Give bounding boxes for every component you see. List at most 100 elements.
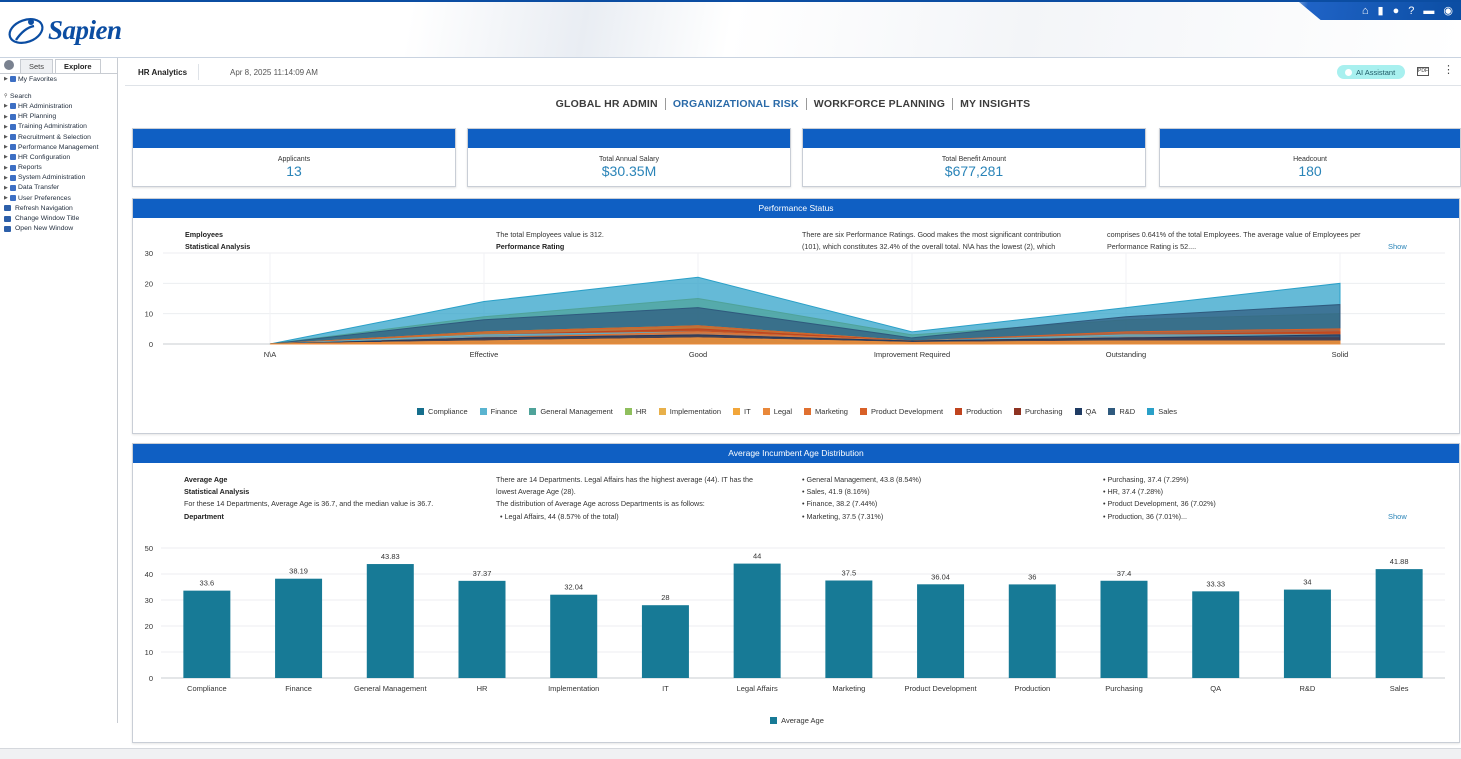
window-icon [4,215,11,222]
expand-caret-icon: ▶ [4,154,8,161]
nav-utility-item[interactable]: Change Window Title [0,213,117,223]
dashboard-tab[interactable]: WORKFORCE PLANNING [813,98,946,110]
mail-icon[interactable]: ▬ [1423,4,1435,17]
legend-item[interactable]: Sales [1147,407,1177,416]
tab-sets[interactable]: Sets [20,59,54,73]
y-tick-label: 30 [145,596,153,605]
data-label: 36 [1028,572,1036,581]
legend-item[interactable]: IT [733,407,751,416]
nav-item-my-favorites[interactable]: ▶ My Favorites [0,74,117,84]
data-label: 38.19 [289,567,308,576]
expand-caret-icon: ▶ [4,134,8,141]
bar[interactable] [550,594,598,678]
nav-item[interactable]: ▶ HR Configuration [0,152,117,162]
nav-item[interactable]: ▶ Recruitment & Selection [0,132,117,142]
kpi-card-total-benefit-amount[interactable]: Total Benefit Amount $677,281 [802,128,1146,187]
nav-item[interactable]: ▶ User Preferences [0,193,117,203]
kpi-label: Applicants [277,156,311,163]
nav-item[interactable]: ▶ Reports [0,163,117,173]
x-tick-label: Purchasing [1105,684,1143,693]
nav-item[interactable]: ▶ Performance Management [0,142,117,152]
distribution-item: Finance, 38.2 (7.44%) [802,498,921,510]
legend-swatch [479,408,487,415]
expand-caret-icon: ▶ [4,144,8,151]
y-tick-label: 50 [145,544,153,553]
bar[interactable] [1008,584,1056,678]
legend-item[interactable]: General Management [529,407,613,416]
kpi-card-headcount[interactable]: Headcount 180 [1159,128,1461,187]
bar-chart-icon[interactable]: ▮ [1377,4,1384,17]
ai-assistant-button[interactable]: AI Assistant [1337,65,1406,79]
legend-item[interactable]: Purchasing [1013,407,1063,416]
x-tick-label: N\A [264,350,277,359]
home-icon[interactable]: ⌂ [1361,4,1369,17]
nav-utility-item[interactable]: Open New Window [0,224,117,234]
dashboard-tab[interactable]: MY INSIGHTS [960,98,1031,110]
folder-icon [10,174,16,181]
tab-explore[interactable]: Explore [55,59,101,73]
nav-item-label: Change Window Title [15,215,80,223]
legend-item[interactable]: Finance [479,407,518,416]
nav-item-list: ▶ HR Administration ▶ HR Planning ▶ Training … [0,101,117,203]
legend-item[interactable]: Implementation [658,407,721,416]
area-series[interactable] [269,337,1341,345]
show-more-link[interactable]: Show [1388,512,1407,521]
bar[interactable] [733,563,781,678]
nav-utility-item[interactable]: Refresh Navigation [0,203,117,213]
settings-icon[interactable] [4,60,14,70]
legend-item[interactable]: HR [624,407,647,416]
performance-area-chart: 0 10 20 30 N\A Effective Good Improvement Requi… [145,249,1445,359]
legend-item[interactable]: Compliance [417,407,468,416]
bar[interactable] [825,580,873,679]
expand-caret-icon: ▶ [4,164,8,171]
nav-item[interactable]: ▶ HR Planning [0,112,117,122]
bar[interactable] [1192,591,1240,678]
narrative-text: There are six Performance Ratings. Good … [802,230,1061,239]
nav-item-label: Data Transfer [18,184,60,192]
dashboard-tab[interactable]: ORGANIZATIONAL RISK [672,98,799,110]
bar[interactable] [917,584,965,678]
legend-item[interactable]: Production [955,407,1002,416]
bar[interactable] [183,590,231,678]
legend-item[interactable]: Product Development [859,407,943,416]
bar[interactable] [1375,569,1423,678]
dashboard-tab[interactable]: GLOBAL HR ADMIN [555,98,658,110]
bar[interactable] [458,580,506,678]
legend-item[interactable]: Average Age [770,716,824,725]
legend-item[interactable]: R&D [1108,407,1135,416]
y-tick-label: 10 [145,310,153,319]
folder-icon [10,144,16,151]
nav-item-search[interactable]: ⚲ Search [0,91,117,101]
kpi-value: 13 [286,163,302,179]
narrative-text: Performance Rating is 52.... [1107,242,1197,252]
show-more-link[interactable]: Show [1388,242,1407,251]
expand-caret-icon: ▶ [4,174,8,181]
nav-item[interactable]: ▶ Training Administration [0,122,117,132]
bar[interactable] [1100,580,1148,678]
bar[interactable] [1283,589,1331,678]
bar[interactable] [641,605,689,678]
power-icon[interactable]: ◉ [1443,4,1453,17]
pdf-export-icon[interactable]: PDF [1417,67,1429,76]
help-icon[interactable]: ? [1408,4,1415,17]
distribution-item: Legal Affairs, 44 (8.57% of the total) [500,511,753,523]
legend-label: Finance [490,407,518,416]
kpi-card-applicants[interactable]: Applicants 13 [132,128,456,187]
folder-icon [10,134,16,141]
nav-item-label: My Favorites [18,75,57,83]
legend-item[interactable]: QA [1074,407,1096,416]
nav-item[interactable]: ▶ HR Administration [0,101,117,111]
search-icon[interactable]: ● [1392,4,1400,17]
narrative-col-4: Purchasing, 37.4 (7.29%) HR, 37.4 (7.28%… [1103,474,1216,523]
brand-logo[interactable]: Sapien [6,14,122,46]
more-menu-icon[interactable]: ⋮ [1443,64,1454,76]
nav-item[interactable]: ▶ System Administration [0,173,117,183]
nav-item[interactable]: ▶ Data Transfer [0,183,117,193]
legend-item[interactable]: Marketing [804,407,848,416]
legend-swatch [529,408,537,415]
bar[interactable] [366,564,414,678]
bar[interactable] [275,578,323,678]
kpi-card-total-annual-salary[interactable]: Total Annual Salary $30.35M [467,128,791,187]
narrative-subheading: Statistical Analysis [184,487,250,497]
legend-item[interactable]: Legal [762,407,792,416]
